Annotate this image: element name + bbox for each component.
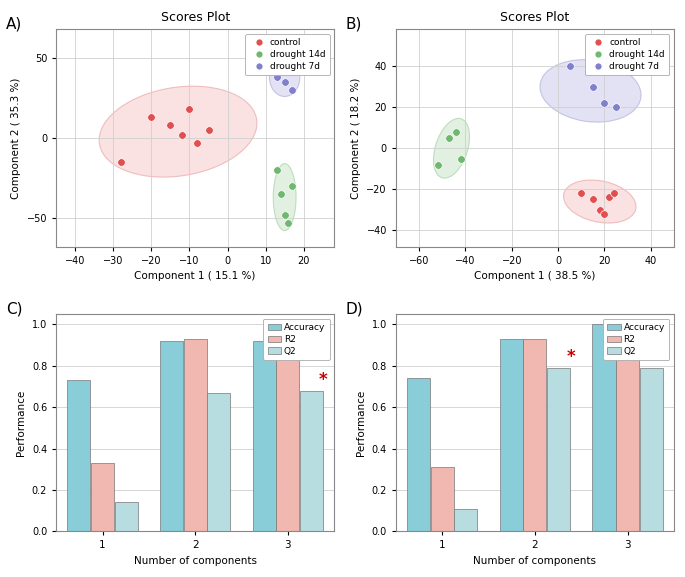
X-axis label: Component 1 ( 15.1 %): Component 1 ( 15.1 %)	[134, 271, 256, 281]
Y-axis label: Component 2 ( 18.2 %): Component 2 ( 18.2 %)	[351, 77, 361, 198]
Y-axis label: Component 2 ( 35.3 %): Component 2 ( 35.3 %)	[11, 77, 21, 198]
X-axis label: Component 1 ( 38.5 %): Component 1 ( 38.5 %)	[474, 271, 595, 281]
Legend: Accuracy, R2, Q2: Accuracy, R2, Q2	[263, 319, 329, 360]
Legend: control, drought 14d, drought 7d: control, drought 14d, drought 7d	[585, 34, 669, 76]
Ellipse shape	[434, 118, 470, 178]
Text: A): A)	[6, 16, 23, 31]
Bar	[640, 368, 663, 531]
Ellipse shape	[269, 58, 300, 96]
Legend: control, drought 14d, drought 7d: control, drought 14d, drought 7d	[245, 34, 329, 76]
Bar	[616, 335, 639, 531]
Bar	[454, 508, 477, 531]
X-axis label: Number of components: Number of components	[473, 556, 597, 566]
Bar	[67, 380, 90, 531]
Bar	[160, 341, 183, 531]
Bar	[499, 339, 523, 531]
Bar	[431, 467, 454, 531]
Legend: Accuracy, R2, Q2: Accuracy, R2, Q2	[603, 319, 669, 360]
Title: Scores Plot: Scores Plot	[160, 11, 229, 24]
Bar	[208, 393, 230, 531]
Text: *: *	[319, 370, 328, 388]
Text: B): B)	[346, 16, 362, 31]
Y-axis label: Performance: Performance	[16, 389, 26, 456]
Bar	[91, 463, 114, 531]
Bar	[547, 368, 570, 531]
Text: C): C)	[6, 301, 23, 316]
Ellipse shape	[540, 59, 641, 122]
Y-axis label: Performance: Performance	[356, 389, 366, 456]
X-axis label: Number of components: Number of components	[134, 556, 257, 566]
Bar	[407, 379, 430, 531]
Title: Scores Plot: Scores Plot	[500, 11, 569, 24]
Bar	[300, 391, 323, 531]
Bar	[593, 324, 616, 531]
Ellipse shape	[273, 163, 296, 231]
Ellipse shape	[99, 86, 257, 177]
Bar	[114, 503, 138, 531]
Bar	[523, 339, 547, 531]
Bar	[276, 331, 299, 531]
Text: D): D)	[346, 301, 364, 316]
Bar	[253, 341, 276, 531]
Text: *: *	[566, 348, 575, 366]
Ellipse shape	[564, 180, 636, 223]
Bar	[184, 339, 207, 531]
